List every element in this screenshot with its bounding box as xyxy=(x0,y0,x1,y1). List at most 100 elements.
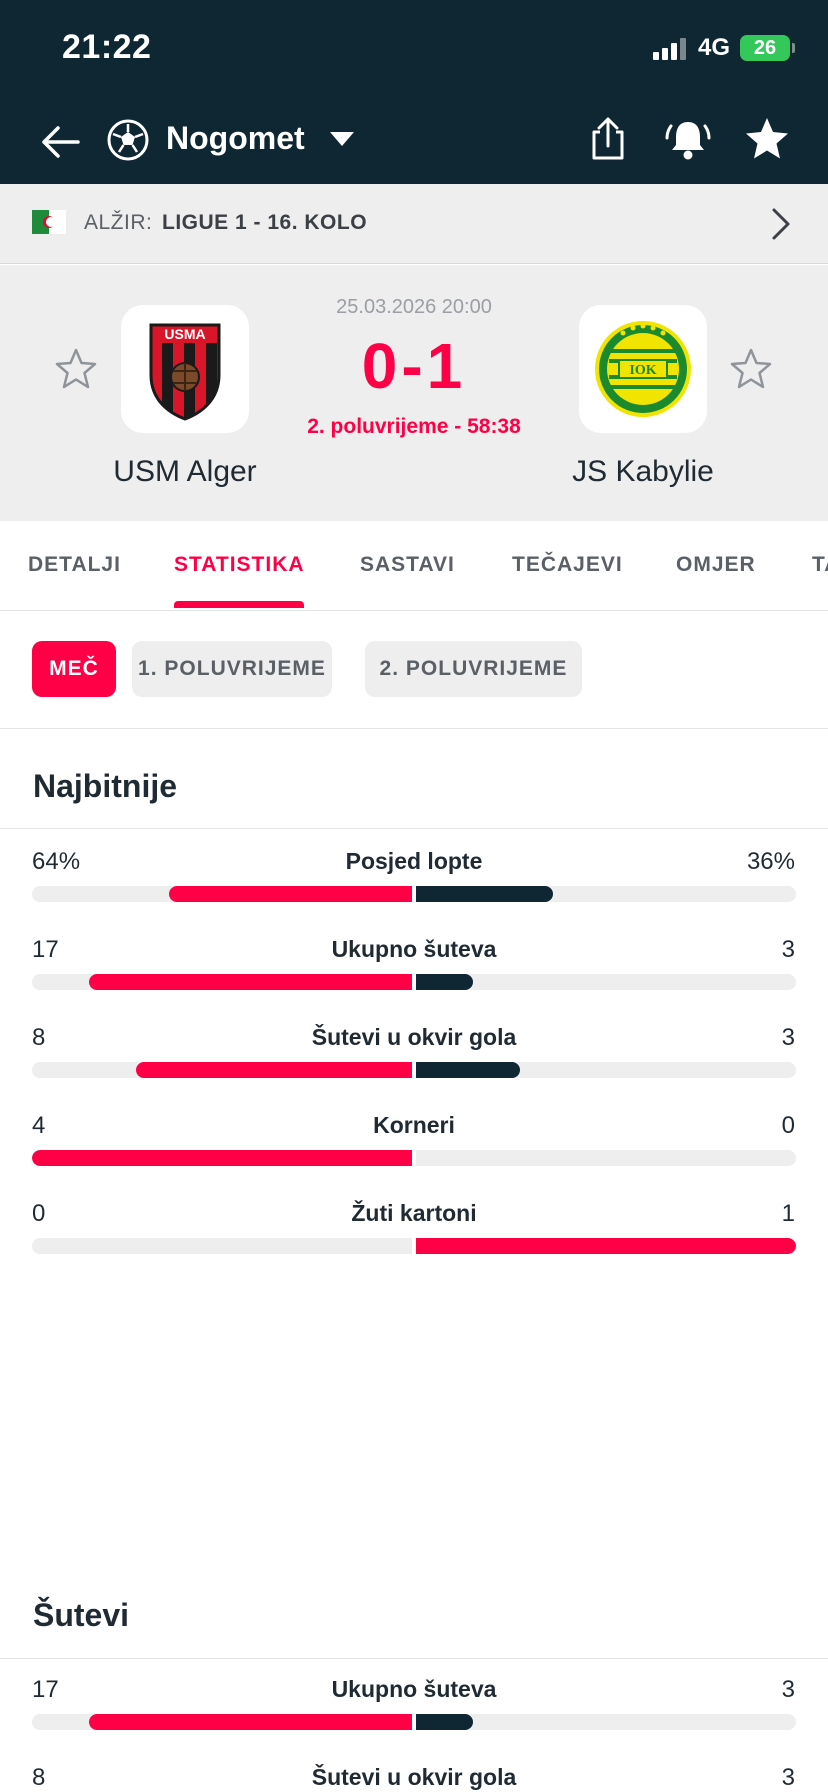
status-time: 21:22 xyxy=(62,28,152,66)
stat-away-value: 1 xyxy=(781,1200,795,1227)
stat-label: Korneri xyxy=(373,1112,455,1138)
away-team-name[interactable]: JS Kabylie xyxy=(572,455,714,488)
section-divider xyxy=(0,1658,828,1659)
back-arrow-icon[interactable] xyxy=(38,120,82,164)
league-name: LIGUE 1 - 16. KOLO xyxy=(162,211,368,234)
period-filters: MEČ 1. POLUVRIJEME 2. POLUVRIJEME xyxy=(0,611,828,729)
stat-away-value: 3 xyxy=(781,1764,795,1791)
stat-away-track xyxy=(416,1714,796,1730)
stat-away-track xyxy=(416,886,796,902)
stat-home-value: 17 xyxy=(32,936,59,963)
match-datetime: 25.03.2026 20:00 xyxy=(336,296,492,318)
stat-away-track xyxy=(416,974,796,990)
star-outline-icon[interactable] xyxy=(729,347,773,391)
stat-label: Ukupno šuteva xyxy=(331,936,497,962)
home-team-logo[interactable]: USMA xyxy=(121,305,249,433)
chevron-right-icon xyxy=(772,208,790,240)
stat-row: 4 Korneri 0 xyxy=(0,1112,828,1200)
stat-row: 17 Ukupno šuteva 3 xyxy=(0,1676,828,1764)
stat-away-bar xyxy=(416,1062,520,1078)
match-tabs: DETALJI STATISTIKA SASTAVI TEČAJEVI OMJE… xyxy=(0,521,828,611)
section-title-highlights: Najbitnije xyxy=(33,768,178,804)
tab-detalji[interactable]: DETALJI xyxy=(28,553,121,576)
share-icon[interactable] xyxy=(586,116,630,162)
nav-bar: Nogomet xyxy=(0,100,828,184)
stat-label: Šutevi u okvir gola xyxy=(311,1024,517,1050)
soccer-ball-icon xyxy=(107,119,149,161)
stat-home-bar xyxy=(89,1714,412,1730)
stat-label: Ukupno šuteva xyxy=(331,1676,497,1702)
stat-home-value: 17 xyxy=(32,1676,59,1703)
stat-home-track xyxy=(32,1238,412,1254)
tab-tablica[interactable]: TABLICA xyxy=(812,553,828,576)
network-type: 4G xyxy=(698,34,731,61)
stat-label: Šutevi u okvir gola xyxy=(311,1764,517,1790)
bell-ringing-icon[interactable] xyxy=(664,116,712,162)
stat-home-bar xyxy=(89,974,412,990)
filter-second-half[interactable]: 2. POLUVRIJEME xyxy=(365,641,582,697)
stat-home-track xyxy=(32,1062,412,1078)
battery-tip xyxy=(792,43,795,53)
tab-sastavi[interactable]: SASTAVI xyxy=(360,553,455,576)
stat-label: Žuti kartoni xyxy=(351,1200,477,1226)
signal-icon xyxy=(653,38,689,60)
stat-home-track xyxy=(32,1150,412,1166)
home-logo-text: USMA xyxy=(164,326,205,342)
stat-away-track xyxy=(416,1062,796,1078)
sport-title[interactable]: Nogomet xyxy=(166,120,305,156)
stat-home-track xyxy=(32,974,412,990)
stat-row: 64% Posjed lopte 36% xyxy=(0,848,828,936)
stat-home-value: 8 xyxy=(32,1024,46,1051)
battery-icon: 26 xyxy=(740,35,790,61)
top-bar: 21:22 4G 26 Nogomet xyxy=(0,0,828,184)
stat-home-bar xyxy=(135,1062,412,1078)
stat-row: 8 Šutevi u okvir gola 3 xyxy=(0,1024,828,1112)
stat-home-bar xyxy=(168,886,412,902)
stat-away-bar xyxy=(416,1714,473,1730)
battery-level: 26 xyxy=(753,37,777,59)
stat-home-value: 0 xyxy=(32,1200,46,1227)
jsk-crest-icon: IOK xyxy=(595,321,691,417)
section-title-shots: Šutevi xyxy=(33,1597,130,1633)
stat-away-value: 0 xyxy=(781,1112,795,1139)
match-header: USMA USM Alger 25.03.2026 20:00 0-1 2. p… xyxy=(0,265,828,521)
section-divider xyxy=(0,828,828,829)
stat-home-track xyxy=(32,886,412,902)
stat-row: 8 Šutevi u okvir gola 3 xyxy=(0,1764,828,1792)
star-outline-icon[interactable] xyxy=(54,347,98,391)
status-bar: 21:22 4G 26 xyxy=(0,0,828,100)
usma-crest-icon: USMA xyxy=(149,323,221,421)
tab-omjer[interactable]: OMJER xyxy=(676,553,756,576)
match-period: 2. poluvrijeme - 58:38 xyxy=(307,415,521,438)
stat-away-value: 3 xyxy=(781,1024,795,1051)
stat-home-value: 64% xyxy=(32,848,81,875)
league-country: ALŽIR: xyxy=(84,211,153,234)
stat-away-track xyxy=(416,1150,796,1166)
filter-first-half[interactable]: 1. POLUVRIJEME xyxy=(132,641,332,697)
stat-away-value: 3 xyxy=(781,1676,795,1703)
stat-away-bar xyxy=(416,886,553,902)
away-logo-text: IOK xyxy=(629,363,656,378)
stat-home-value: 4 xyxy=(32,1112,46,1139)
stat-label: Posjed lopte xyxy=(345,848,483,874)
home-team-name[interactable]: USM Alger xyxy=(113,455,257,488)
away-team-logo[interactable]: IOK xyxy=(579,305,707,433)
stat-row: 17 Ukupno šuteva 3 xyxy=(0,936,828,1024)
stat-away-bar xyxy=(416,1238,796,1254)
filter-match[interactable]: MEČ xyxy=(32,641,116,697)
stat-away-value: 3 xyxy=(781,936,795,963)
tab-statistika[interactable]: STATISTIKA xyxy=(174,553,305,576)
stat-home-track xyxy=(32,1714,412,1730)
stat-away-value: 36% xyxy=(746,848,795,875)
match-score: 0-1 xyxy=(361,330,467,402)
active-tab-indicator xyxy=(174,601,304,608)
stat-home-value: 8 xyxy=(32,1764,46,1791)
chevron-down-icon[interactable] xyxy=(330,132,354,146)
tab-tecajevi[interactable]: TEČAJEVI xyxy=(512,553,623,576)
star-filled-icon[interactable] xyxy=(744,116,790,162)
stat-away-bar xyxy=(416,974,473,990)
stat-row: 0 Žuti kartoni 1 xyxy=(0,1200,828,1288)
algeria-flag-icon xyxy=(32,210,66,234)
stat-away-track xyxy=(416,1238,796,1254)
league-row[interactable]: ALŽIR: LIGUE 1 - 16. KOLO xyxy=(0,184,828,264)
